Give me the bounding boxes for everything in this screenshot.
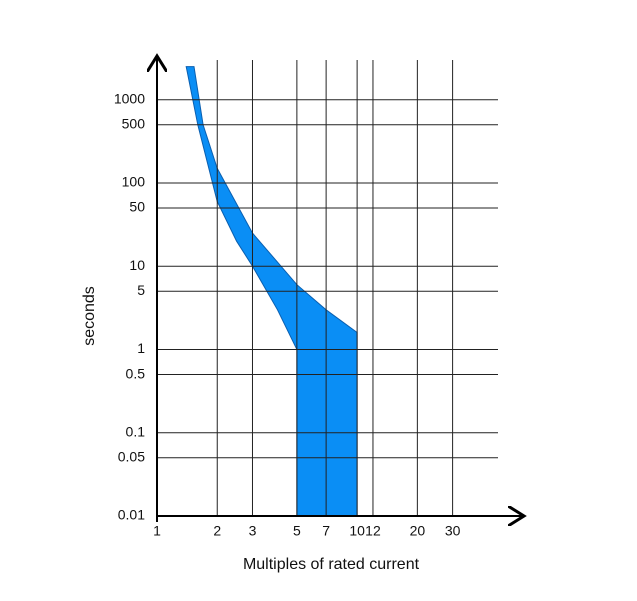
x-tick-label: 5 xyxy=(293,523,301,539)
y-tick-label: 0.01 xyxy=(118,507,145,523)
x-tick-label: 7 xyxy=(322,523,330,539)
x-axis-label: Multiples of rated current xyxy=(243,556,420,573)
y-tick-label: 0.05 xyxy=(118,449,145,465)
x-tick-label: 20 xyxy=(410,523,426,539)
x-tick-label: 1 xyxy=(153,523,161,539)
x-tick-label: 2 xyxy=(213,523,221,539)
y-tick-label: 1 xyxy=(137,340,145,356)
x-tick-label: 12 xyxy=(365,523,381,539)
y-tick-label: 0.1 xyxy=(126,423,146,439)
y-tick-label: 50 xyxy=(129,199,145,215)
y-axis-label: seconds xyxy=(81,286,98,346)
x-tick-label: 30 xyxy=(445,523,461,539)
x-tick-label: 3 xyxy=(249,523,257,539)
y-tick-label: 500 xyxy=(122,115,146,131)
y-tick-label: 0.5 xyxy=(126,365,146,381)
x-tick-label: 10 xyxy=(349,523,365,539)
y-tick-label: 100 xyxy=(122,174,146,190)
y-tick-label: 1000 xyxy=(114,90,145,106)
y-tick-label: 5 xyxy=(137,282,145,298)
y-tick-label: 10 xyxy=(129,257,145,273)
